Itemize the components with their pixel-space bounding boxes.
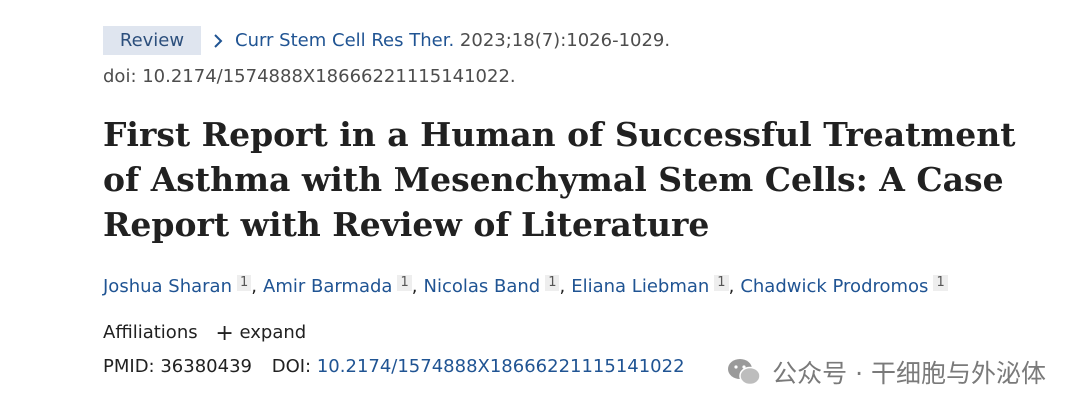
affiliation-number[interactable]: 1 <box>236 275 252 291</box>
pmid-label: PMID: <box>103 356 155 377</box>
pmid: 36380439 <box>160 356 252 377</box>
separator: , <box>411 276 418 297</box>
journal-link[interactable]: Curr Stem Cell Res Ther. <box>235 30 455 51</box>
affiliation-number[interactable]: 1 <box>397 275 412 291</box>
expand-toggle[interactable]: + expand <box>215 321 307 346</box>
citation: 2023;18(7):1026-1029. <box>459 30 671 51</box>
watermark: 公众号 · 干细胞与外泌体 <box>726 354 1046 390</box>
author-name[interactable]: Eliana Liebman <box>571 276 710 297</box>
affiliations-label: Affiliations <box>103 322 198 343</box>
affiliation-number[interactable]: 1 <box>545 275 560 291</box>
separator: , <box>559 276 566 297</box>
expand-text: expand <box>239 322 307 343</box>
doi-link[interactable]: 10.2174/1574888X18666221115141022 <box>316 356 685 377</box>
author-name[interactable]: Chadwick Prodromos <box>740 276 929 297</box>
chevron-icon <box>214 34 223 48</box>
author-name[interactable]: Joshua Sharan <box>103 276 232 297</box>
affiliation-number[interactable]: 1 <box>933 275 948 291</box>
separator: , <box>728 276 735 297</box>
author-name[interactable]: Nicolas Band <box>423 276 541 297</box>
article-title: First Report in a Human of Successful Tr… <box>103 115 1016 244</box>
type-badge: Review <box>103 26 201 55</box>
wechat-icon <box>728 359 761 386</box>
doi-label: DOI: <box>271 356 312 377</box>
author-name[interactable]: Amir Barmada <box>263 276 393 297</box>
watermark-text: 公众号 · 干细胞与外泌体 <box>772 359 1046 388</box>
doi-line: doi: 10.2174/1574888X18666221115141022. <box>103 66 516 87</box>
separator: , <box>251 276 257 297</box>
author-list: Joshua Sharan 1, Amir Barmada 1, Nicolas Ban… <box>103 275 948 297</box>
affiliation-number[interactable]: 1 <box>714 275 729 291</box>
